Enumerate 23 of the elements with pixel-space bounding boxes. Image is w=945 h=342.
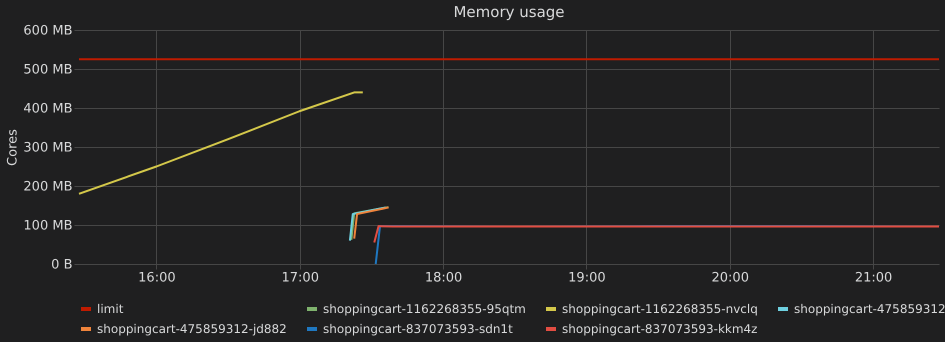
legend-label: shoppingcart-837073593-kkm4z [562,322,758,336]
y-tick-label: 200 MB [23,180,72,194]
y-tick-label: 400 MB [23,102,72,116]
x-tick-label: 19:00 [568,270,606,286]
y-tick-label: 0 B [51,258,72,272]
legend-label: shoppingcart-475859312-jd882 [97,322,287,336]
x-tick-label: 20:00 [712,270,749,286]
x-tick-label: 18:00 [424,270,462,286]
legend-label: shoppingcart-475859312 [794,302,945,316]
legend-label: shoppingcart-1162268355-nvclq [562,302,758,316]
x-tick-label: 16:00 [138,270,176,286]
x-tick-label: 21:00 [854,270,892,286]
y-tick-label: 100 MB [23,218,72,234]
line-series [78,91,364,195]
legend-label: limit [97,302,124,316]
legend-label: shoppingcart-837073593-sdn1t [323,322,514,336]
y-tick-label: 300 MB [23,140,72,156]
y-tick-label: 500 MB [23,62,72,78]
chart-title: Memory usage [453,3,565,21]
y-axis-title: Cores [5,128,20,166]
legend-label: shoppingcart-1162268355-95qtm [323,302,526,316]
y-tick-label: 600 MB [23,24,72,38]
x-tick-label: 17:00 [282,270,319,286]
